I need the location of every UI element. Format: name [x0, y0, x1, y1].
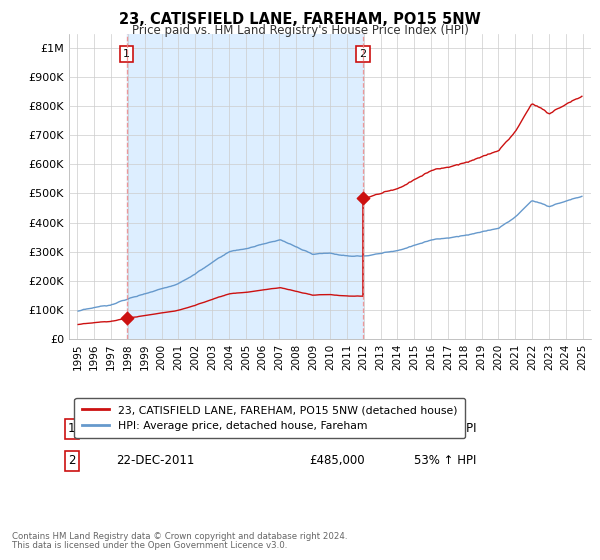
- Point: [358, 193, 368, 202]
- Text: Contains HM Land Registry data © Crown copyright and database right 2024.: Contains HM Land Registry data © Crown c…: [12, 532, 347, 541]
- Legend: 23, CATISFIELD LANE, FAREHAM, PO15 5NW (detached house), HPI: Average price, det: 23, CATISFIELD LANE, FAREHAM, PO15 5NW (…: [74, 398, 465, 438]
- Text: 2: 2: [359, 49, 367, 59]
- Text: 43% ↓ HPI: 43% ↓ HPI: [413, 422, 476, 435]
- Text: Price paid vs. HM Land Registry's House Price Index (HPI): Price paid vs. HM Land Registry's House …: [131, 24, 469, 36]
- Point: [122, 314, 131, 323]
- Text: 2: 2: [68, 454, 76, 468]
- Text: 10-DEC-1997: 10-DEC-1997: [116, 422, 194, 435]
- Text: 1: 1: [123, 49, 130, 59]
- Text: £70,000: £70,000: [309, 422, 358, 435]
- Text: 22-DEC-2011: 22-DEC-2011: [116, 454, 194, 468]
- Text: £485,000: £485,000: [309, 454, 365, 468]
- Bar: [127, 34, 363, 339]
- Text: 1: 1: [68, 422, 76, 435]
- Text: 53% ↑ HPI: 53% ↑ HPI: [413, 454, 476, 468]
- Text: 23, CATISFIELD LANE, FAREHAM, PO15 5NW: 23, CATISFIELD LANE, FAREHAM, PO15 5NW: [119, 12, 481, 27]
- Text: This data is licensed under the Open Government Licence v3.0.: This data is licensed under the Open Gov…: [12, 541, 287, 550]
